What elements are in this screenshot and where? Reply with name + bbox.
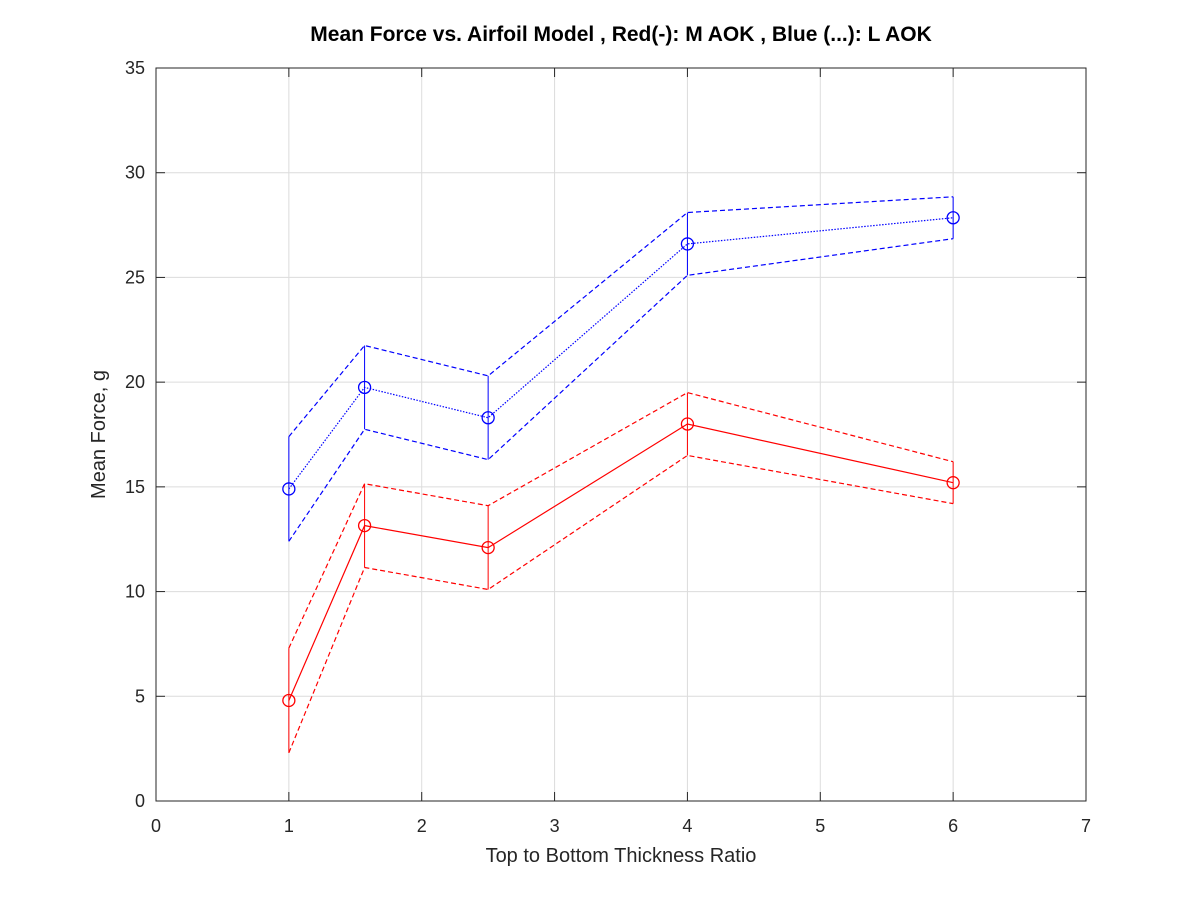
plot-area: [156, 68, 1086, 801]
grid: [156, 68, 1086, 801]
y-tick-label: 10: [125, 582, 145, 602]
x-tick-label: 3: [550, 816, 560, 836]
series-1-point: [946, 476, 960, 490]
y-tick-label: 25: [125, 267, 145, 287]
series-layer: [282, 196, 960, 754]
y-tick-label: 0: [135, 791, 145, 811]
y-tick-label: 35: [125, 58, 145, 78]
series-1: [282, 391, 960, 754]
axes-box: [155, 67, 1087, 802]
x-tick-label: 6: [948, 816, 958, 836]
series-0-line: [288, 217, 954, 490]
y-axis-label: Mean Force, g: [88, 370, 110, 499]
series-0-point: [481, 411, 495, 425]
x-tick-label: 1: [284, 816, 294, 836]
series-0: [282, 196, 960, 542]
chart-title: Mean Force vs. Airfoil Model , Red(-): M…: [310, 23, 931, 46]
y-tick-label: 15: [125, 477, 145, 497]
series-0-point: [680, 237, 695, 251]
y-tick-label: 30: [125, 163, 145, 183]
series-1-point: [680, 417, 695, 431]
x-axis-label: Top to Bottom Thickness Ratio: [486, 845, 757, 867]
series-1-point: [481, 540, 495, 555]
series-1-line: [288, 423, 954, 701]
y-tick-label: 5: [135, 686, 145, 706]
y-tick-label: 20: [125, 372, 145, 392]
x-tick-label: 2: [417, 816, 427, 836]
x-tick-label: 7: [1081, 816, 1091, 836]
x-tick-label: 4: [682, 816, 692, 836]
series-1-point: [357, 518, 372, 533]
series-1-point: [282, 693, 296, 708]
series-0-point: [357, 380, 372, 395]
x-tick-label: 0: [151, 816, 161, 836]
series-0-lower-bound: [288, 238, 954, 542]
series-0-point: [282, 482, 296, 496]
ticks: 0 1 2 3 4 5 6 7 0 5 10 15 20 25 30 35: [125, 58, 1091, 836]
x-tick-label: 5: [815, 816, 825, 836]
series-0-point: [946, 211, 960, 225]
series-0-upper-bound: [288, 196, 954, 437]
